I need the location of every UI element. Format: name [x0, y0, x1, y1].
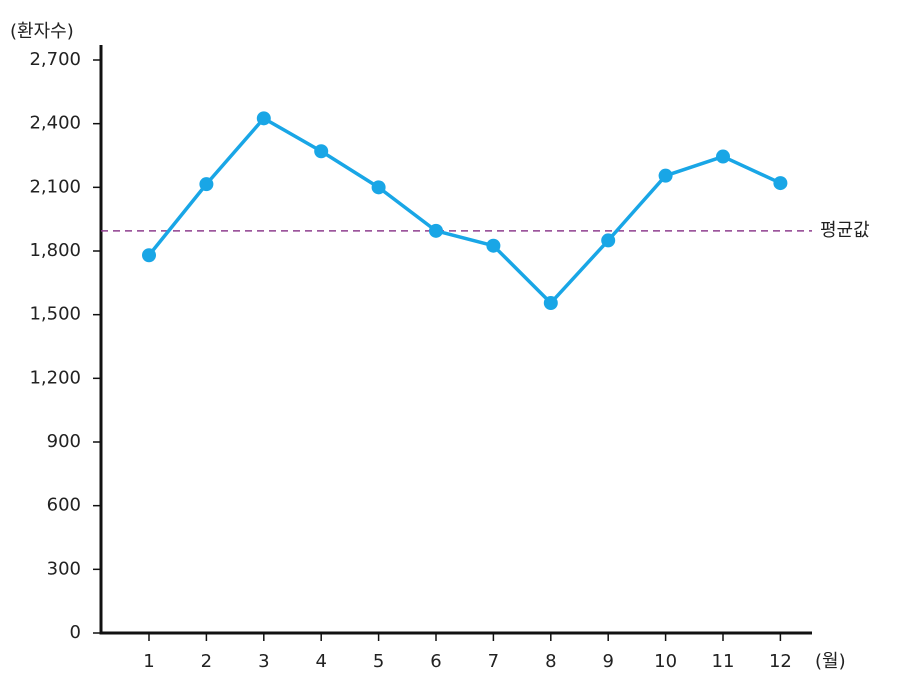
reference-label: 평균값 — [820, 220, 870, 241]
y-tick-label: 2,700 — [29, 49, 81, 70]
data-point — [658, 168, 673, 183]
y-tick-label: 2,400 — [29, 113, 81, 134]
y-tick-label: 600 — [47, 495, 81, 516]
data-point — [486, 238, 501, 253]
data-point — [314, 144, 329, 159]
x-tick-label: 11 — [712, 651, 735, 672]
y-tick-label: 1,800 — [29, 240, 81, 261]
y-tick-label: 900 — [47, 431, 81, 452]
data-point — [371, 180, 386, 195]
x-tick-label: 1 — [143, 651, 154, 672]
x-tick-label: 9 — [602, 651, 613, 672]
x-tick-label: 5 — [373, 651, 384, 672]
data-point — [256, 111, 271, 126]
x-tick-label: 8 — [545, 651, 556, 672]
data-point — [543, 295, 558, 310]
data-point — [773, 176, 788, 191]
data-point — [716, 149, 730, 164]
x-tick-label: 12 — [769, 651, 792, 672]
y-tick-label: 1,500 — [29, 304, 81, 325]
x-axis-label: (월) — [815, 651, 846, 672]
x-tick-label: 2 — [201, 651, 212, 672]
y-axis-label: (환자수) — [10, 21, 74, 42]
data-point — [601, 233, 616, 248]
data-point — [199, 177, 214, 192]
y-tick-label: 0 — [70, 622, 81, 643]
data-line — [147, 116, 782, 305]
x-tick-label: 3 — [258, 651, 269, 672]
y-tick-label: 2,100 — [29, 176, 81, 197]
x-tick-label: 4 — [315, 651, 326, 672]
x-tick-label: 6 — [430, 651, 441, 672]
y-tick-label: 300 — [47, 558, 81, 579]
data-point — [429, 223, 443, 238]
data-point — [142, 248, 156, 263]
y-tick-label: 1,200 — [29, 367, 81, 388]
x-tick-label: 10 — [654, 651, 677, 672]
x-tick-label: 7 — [488, 651, 499, 672]
